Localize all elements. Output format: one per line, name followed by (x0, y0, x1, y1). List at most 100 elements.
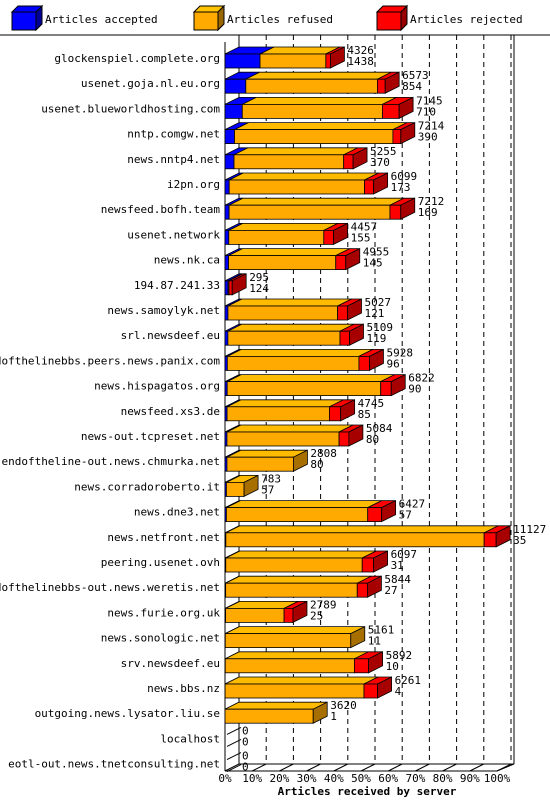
bar-top-refused (225, 525, 499, 534)
bar-side (400, 121, 416, 145)
bar-refused (228, 179, 365, 195)
grid-foot (387, 763, 403, 772)
bar-refused (234, 129, 394, 145)
bar-refused (228, 255, 337, 271)
bar-accepted (224, 305, 229, 321)
accepted-label: 119 (366, 332, 386, 345)
server-label: srv.newsdeef.eu (121, 657, 220, 670)
total-label: 6573 (402, 69, 429, 82)
server-label: news.dne3.net (134, 506, 220, 519)
server-label: glockenspiel.complete.org (54, 52, 220, 65)
server-label: eotl-out.news.tnetconsulting.net (8, 758, 220, 771)
total-label: 0 (242, 724, 249, 737)
bar-side (381, 499, 397, 523)
total-label: 6822 (408, 372, 435, 385)
bar-refused (259, 53, 327, 69)
bar-accepted (224, 330, 229, 346)
accepted-label: 31 (391, 559, 404, 572)
bar-top-refused (233, 147, 358, 156)
server-label: endofthelinebbs.peers.news.panix.com (0, 354, 220, 367)
bar-side (312, 701, 328, 724)
bar-side (373, 550, 388, 573)
bar-row (224, 222, 349, 246)
bar-row (224, 298, 362, 321)
bar-refused (245, 78, 378, 94)
bar-row (224, 474, 259, 498)
bar-empty-bottom (226, 764, 242, 773)
bar-side (347, 298, 362, 321)
bar-rejected (335, 255, 347, 271)
bar-top-refused (227, 298, 352, 307)
server-label: news.nk.ca (154, 254, 220, 267)
grid-foot (496, 763, 512, 772)
x-tick-label: 30% (297, 772, 317, 785)
bar-rejected (338, 431, 350, 447)
grid-foot (415, 763, 430, 772)
accepted-label: 90 (408, 383, 421, 396)
bar-accepted (224, 104, 243, 119)
x-tick-label: 50% (351, 772, 371, 785)
accepted-label: 80 (310, 458, 323, 471)
bars (224, 46, 511, 773)
total-label: 6261 (395, 674, 422, 687)
bar-row (224, 550, 388, 573)
bar-row (224, 525, 511, 548)
bar-rejected (353, 658, 369, 674)
accepted-label: 27 (384, 584, 397, 597)
bar-row (224, 399, 356, 422)
bar-refused (224, 658, 355, 674)
total-label: 5255 (370, 145, 397, 158)
bar-side (340, 399, 356, 422)
server-label: i2pn.org (167, 178, 220, 191)
bar-rejected (339, 330, 350, 346)
accepted-label: 1 (330, 710, 337, 723)
accepted-label: 57 (261, 483, 274, 496)
bar-side (350, 625, 366, 649)
bar-row (224, 323, 364, 346)
bar-row (224, 247, 361, 271)
x-tick-label: 90% (460, 772, 480, 785)
total-label: 295 (249, 271, 269, 284)
bar-row (224, 676, 392, 699)
accepted-label: 710 (416, 105, 436, 118)
total-label: 4955 (363, 246, 390, 259)
accepted-label: 57 (399, 509, 412, 522)
total-label: 4457 (351, 220, 378, 233)
total-label: 6099 (391, 170, 418, 183)
x-tick-label: 60% (378, 772, 398, 785)
bar-row (224, 701, 328, 724)
bar-refused (226, 355, 360, 371)
grid-foot (469, 763, 485, 772)
bar-top-refused (227, 323, 355, 332)
bar-refused (225, 507, 369, 523)
bar-accepted (224, 129, 235, 145)
bar-rejected (228, 280, 233, 296)
total-label: 0 (242, 750, 249, 763)
bar-refused (227, 305, 339, 321)
server-label: nntp.comgw.net (127, 128, 220, 141)
bar-rejected (392, 129, 402, 145)
server-label: 194.87.241.33 (134, 279, 220, 292)
bar-refused (241, 104, 383, 119)
bar-refused (224, 683, 365, 699)
bar-rejected (337, 305, 348, 321)
accepted-label: 169 (418, 206, 438, 219)
accepted-label: 854 (402, 80, 422, 93)
server-label: newsfeed.xs3.de (121, 405, 220, 418)
accepted-label: 173 (391, 181, 411, 194)
bar-top-refused (226, 399, 344, 408)
legend-label: Articles rejected (410, 13, 523, 26)
accepted-label: 145 (363, 257, 383, 270)
bar-top-refused (228, 197, 405, 206)
bar-side (293, 449, 308, 472)
bar-rejected (343, 154, 354, 170)
bar-top-refused (228, 248, 350, 257)
x-tick-label: 10% (242, 772, 262, 785)
server-label: usenet.blueworldhosting.com (41, 102, 220, 115)
total-label: 7214 (418, 120, 445, 133)
server-label: news.furie.org.uk (107, 606, 220, 619)
accepted-label: 11 (368, 635, 381, 648)
bar-refused (224, 708, 314, 724)
bar-refused (233, 154, 345, 170)
